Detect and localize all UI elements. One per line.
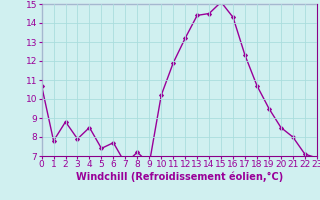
X-axis label: Windchill (Refroidissement éolien,°C): Windchill (Refroidissement éolien,°C) bbox=[76, 172, 283, 182]
